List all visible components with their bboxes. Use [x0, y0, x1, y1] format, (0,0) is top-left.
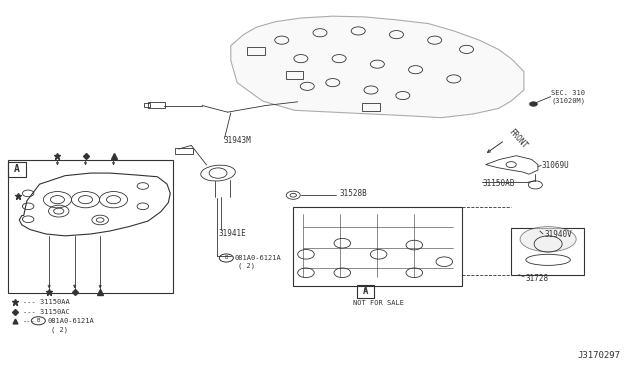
Text: --- 31150AC: --- 31150AC: [23, 308, 70, 315]
Text: FRONT: FRONT: [507, 127, 529, 150]
Text: (31020M): (31020M): [551, 98, 586, 104]
Text: ---: ---: [23, 318, 36, 324]
Bar: [511, 228, 584, 275]
Bar: [8, 162, 26, 177]
Text: ( 2): ( 2): [51, 326, 68, 333]
Text: 31069U: 31069U: [541, 161, 570, 170]
Text: 31940V: 31940V: [544, 230, 572, 239]
Text: 31150AB: 31150AB: [483, 179, 515, 187]
Bar: [175, 148, 193, 154]
Text: A: A: [362, 287, 368, 296]
Bar: [144, 103, 150, 108]
Text: 31728: 31728: [525, 274, 548, 283]
Bar: [148, 102, 164, 109]
Text: 081A0-6121A: 081A0-6121A: [47, 318, 94, 324]
Text: B: B: [225, 256, 228, 260]
Bar: [285, 71, 303, 79]
Bar: [357, 285, 374, 298]
Bar: [362, 103, 380, 111]
Bar: [293, 207, 462, 286]
Text: B: B: [36, 318, 40, 323]
Text: 31528B: 31528B: [339, 189, 367, 198]
Text: NOT FOR SALE: NOT FOR SALE: [353, 300, 404, 306]
Text: J3170297: J3170297: [578, 350, 621, 360]
Bar: [247, 47, 265, 55]
Bar: [8, 160, 173, 293]
Polygon shape: [231, 16, 524, 118]
Circle shape: [530, 102, 538, 106]
Text: --- 31150AA: --- 31150AA: [23, 299, 70, 305]
Text: A: A: [13, 164, 20, 174]
Ellipse shape: [520, 227, 576, 252]
Text: 081A0-6121A: 081A0-6121A: [235, 255, 282, 261]
Text: 31943M: 31943M: [223, 137, 251, 145]
Text: ( 2): ( 2): [239, 263, 255, 269]
Text: SEC. 310: SEC. 310: [551, 90, 586, 96]
Text: 31941E: 31941E: [218, 229, 246, 238]
